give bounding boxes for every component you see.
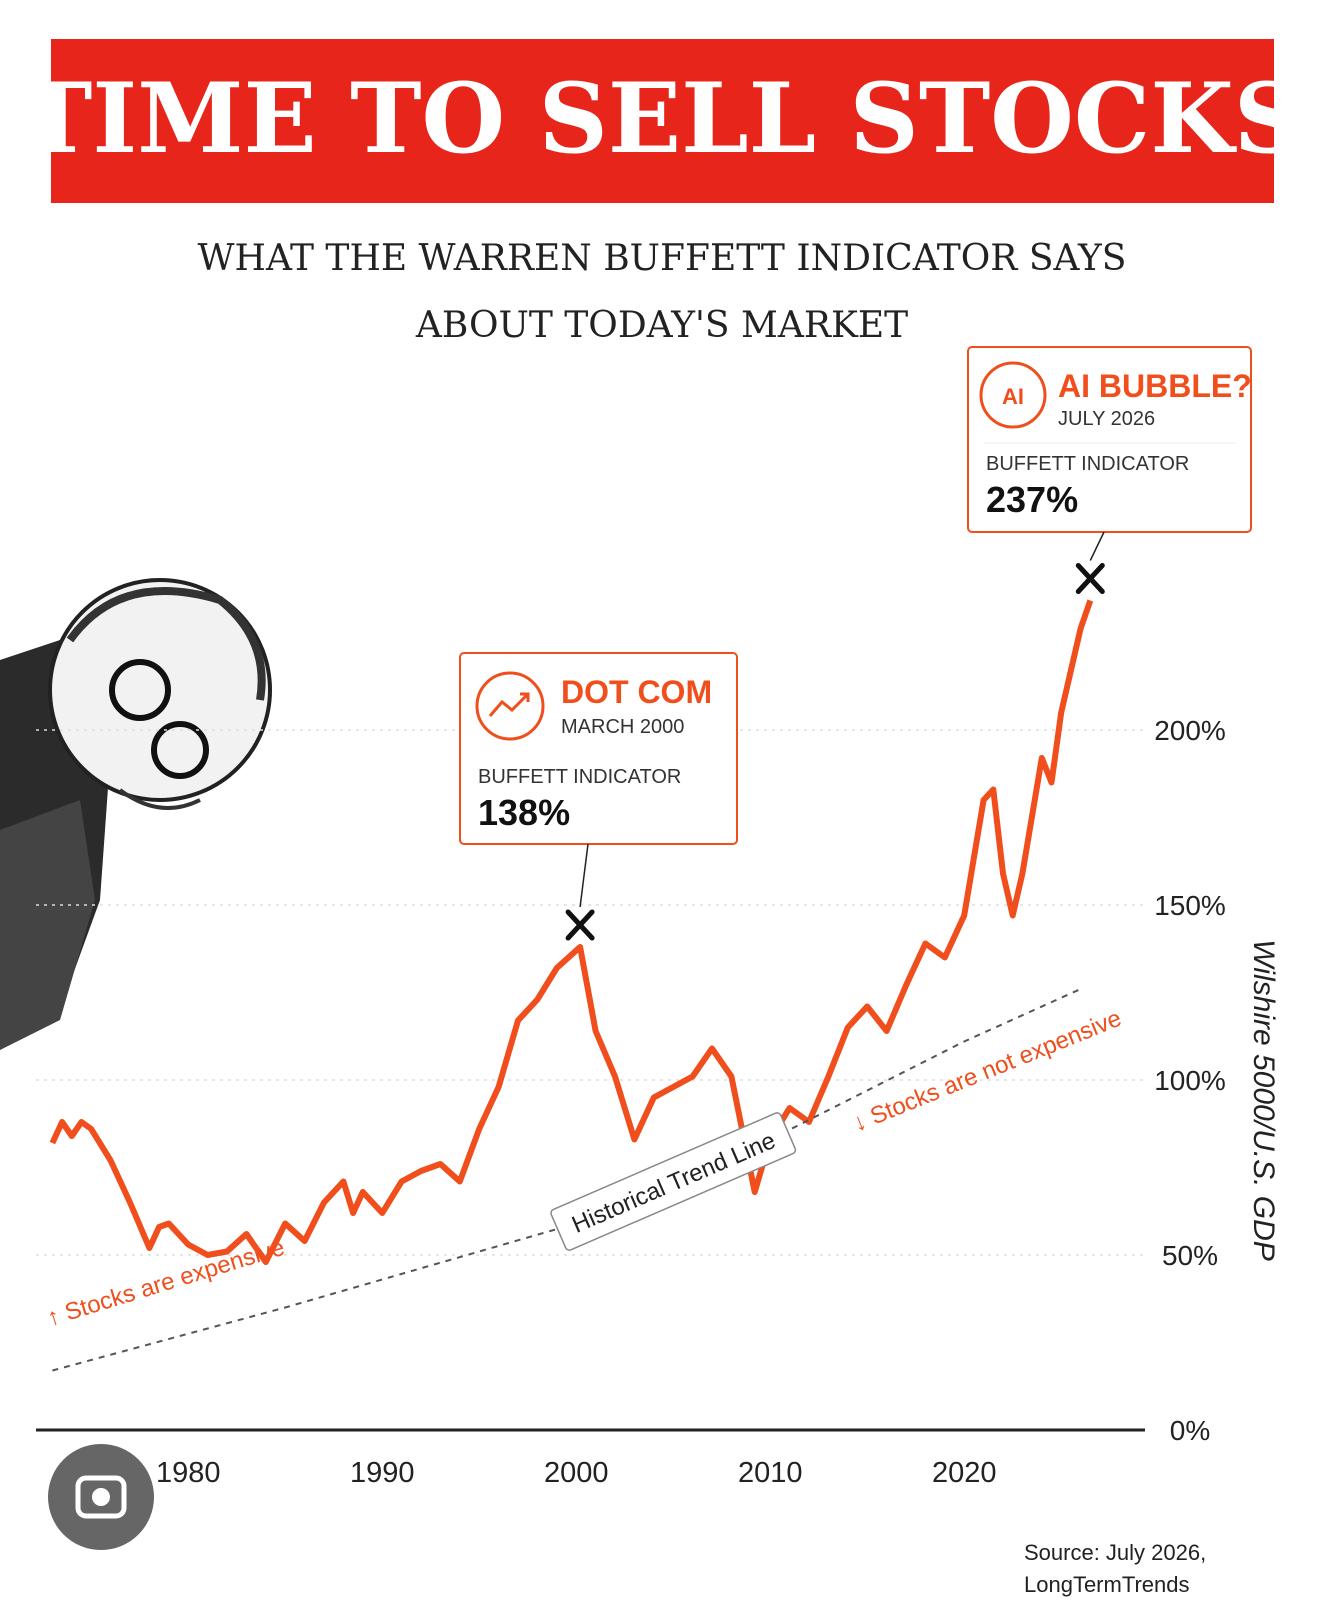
- source: LongTermTrends: [1024, 1572, 1189, 1597]
- data-line: [49, 599, 1094, 1265]
- callout-icon: AI: [1002, 384, 1024, 409]
- y-axis-label: Wilshire 5000/U.S. GDP: [1247, 939, 1280, 1261]
- callout-value: 138%: [478, 792, 570, 833]
- callout: DOT COM MARCH 2000 BUFFETT INDICATOR 138…: [459, 652, 738, 845]
- y-tick-label: 200%: [1154, 715, 1226, 746]
- portrait: [0, 578, 272, 1050]
- subtitle: ABOUT TODAY'S MARKET: [415, 305, 908, 346]
- lens-button[interactable]: [48, 1444, 154, 1550]
- chart-title: TIME TO SELL STOCKS: [21, 62, 1303, 175]
- y-tick-label: 150%: [1154, 890, 1226, 921]
- peak-marker: [565, 909, 595, 941]
- x-tick-label: 2020: [932, 1457, 997, 1489]
- peak-marker: [1075, 563, 1105, 594]
- callout-date: MARCH 2000: [561, 716, 684, 738]
- callout-value: 237%: [986, 479, 1078, 520]
- x-tick-label: 1990: [350, 1457, 415, 1489]
- leader-line: [1089, 531, 1105, 561]
- callout: AI AI BUBBLE? JULY 2026 BUFFETT INDICATO…: [967, 346, 1252, 533]
- leader-line: [579, 843, 589, 908]
- x-tick-label: 2010: [738, 1457, 803, 1489]
- x-tick-label: 1980: [156, 1457, 221, 1489]
- trend-label-box: [550, 1112, 797, 1251]
- source: Source: July 2026,: [1024, 1540, 1206, 1565]
- y-tick-label: 50%: [1162, 1240, 1218, 1271]
- callout-title: AI BUBBLE?: [1058, 368, 1252, 404]
- callout-label: BUFFETT INDICATOR: [986, 453, 1189, 475]
- x-tick-label: 2000: [544, 1457, 609, 1489]
- callout-date: JULY 2026: [1058, 408, 1155, 430]
- y-tick-label: 0%: [1170, 1415, 1210, 1446]
- callout-title: DOT COM: [561, 674, 712, 710]
- callout-label: BUFFETT INDICATOR: [478, 766, 681, 788]
- title-banner: [51, 39, 1274, 203]
- y-tick-label: 100%: [1154, 1065, 1226, 1096]
- subtitle: WHAT THE WARREN BUFFETT INDICATOR SAYS: [198, 238, 1127, 279]
